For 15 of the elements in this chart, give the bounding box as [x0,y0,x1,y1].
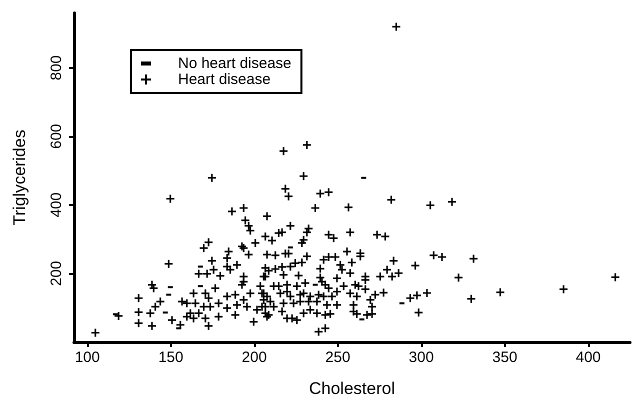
x-tick-label: 150 [158,349,184,366]
y-tick-label: 600 [48,124,65,149]
legend-label: Heart disease [178,71,271,88]
x-tick-label: 300 [408,349,434,366]
y-tick-label: 400 [48,192,65,218]
y-axis-title: Triglycerides [10,130,29,226]
x-axis-title: Cholesterol [309,379,395,398]
y-tick-label: 200 [48,260,65,286]
x-tick-label: 100 [74,349,100,366]
x-tick-label: 350 [492,349,518,366]
y-tick-label: 800 [48,55,65,80]
x-tick-label: 250 [325,349,350,366]
x-tick-label: 400 [576,349,601,366]
legend-label: No heart disease [178,55,292,72]
x-tick-label: 200 [242,349,267,366]
